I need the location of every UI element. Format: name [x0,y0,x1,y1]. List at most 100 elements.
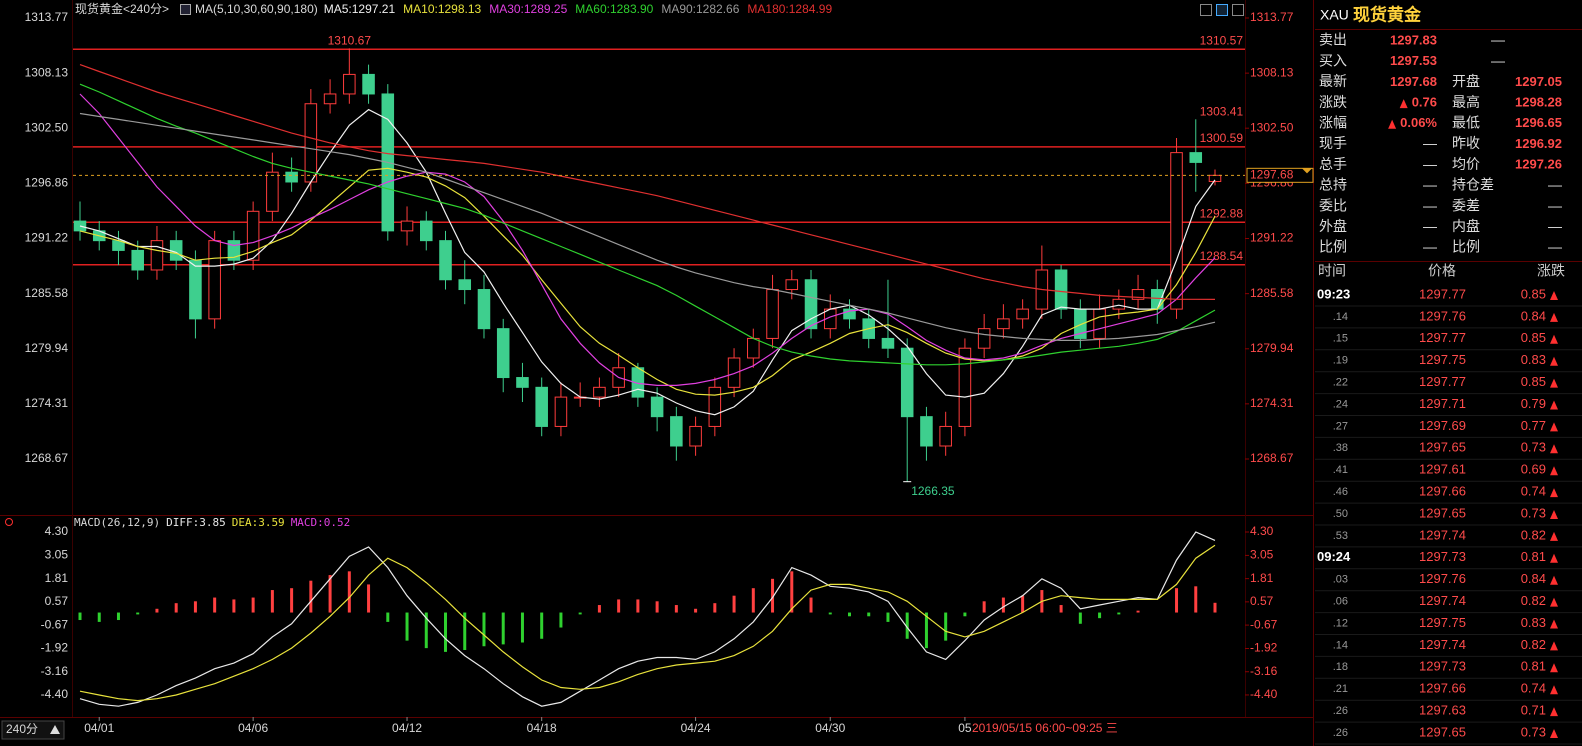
up-arrow [1550,707,1558,717]
trade-change: 0.73 [1521,440,1546,455]
trade-time: .27 [1333,420,1348,432]
trade-price: 1297.76 [1419,308,1466,323]
quote-label: 内盘 [1452,218,1480,234]
trades-header: 涨跌 [1537,263,1565,279]
quote-value: — [1548,177,1562,193]
trade-change: 0.82 [1521,637,1546,652]
ma-line [79,167,1216,396]
candle-body [689,425,702,447]
trade-time: .24 [1333,398,1348,410]
up-arrow [1550,510,1558,519]
trade-time: .22 [1333,377,1348,389]
trade-change: 0.83 [1521,352,1546,367]
trade-price: 1297.74 [1419,593,1466,608]
x-tick-label: 04/12 [392,721,422,735]
x-tick-label: 04/06 [238,721,268,735]
trades-header: 价格 [1428,263,1456,279]
button[interactable] [1232,4,1244,16]
ma-icon[interactable] [180,4,191,15]
x-tick-label: 04/01 [84,721,114,735]
y-tick-label: -3.16 [41,664,69,678]
candle-body [1112,298,1126,310]
quote-label: 现手 [1319,135,1347,151]
quote-value: 1296.65 [1515,115,1562,130]
y-tick-label: 1285.58 [25,286,69,300]
trade-change: 0.73 [1521,724,1546,739]
x-tick-label: 05 [958,721,972,735]
candle-body [73,220,87,232]
current-price-box [1246,167,1314,183]
trade-time: .41 [1333,464,1348,476]
quote-value: — [1548,239,1562,255]
window-buttons[interactable] [1200,4,1244,16]
candle-body [362,73,375,95]
x-tick-label: 04/18 [527,721,557,735]
trade-price: 1297.75 [1419,615,1466,630]
trade-time: .19 [1333,355,1348,367]
x-tick-label: 04/30 [815,721,845,735]
y-tick-label: 1291.22 [1250,231,1294,245]
trade-price: 1297.66 [1419,484,1466,499]
legend-entry: DEA:3.59 [232,516,285,529]
period-button[interactable] [1,720,65,740]
trade-time: .15 [1333,333,1348,345]
up-arrow [1399,99,1408,109]
quote-value: — [1423,239,1437,255]
y-tick-label: 4.30 [1250,524,1274,538]
period-arrow[interactable] [50,725,60,734]
y-tick-label: 1308.13 [25,65,69,79]
trade-time: .14 [1333,639,1348,651]
candle-body [727,357,741,388]
candle-body [266,171,279,212]
up-arrow [1550,641,1558,651]
indicator-icon[interactable] [5,518,13,526]
trades-header: 时间 [1318,263,1346,279]
candle-body [1054,269,1068,310]
ma-line [79,83,1216,366]
candle-body [708,386,722,427]
trade-price: 1297.65 [1419,724,1466,739]
quote-label: 均价 [1452,156,1480,172]
trade-time: .26 [1333,705,1348,717]
up-arrow [1550,334,1558,344]
datetime: 2019/05/15 06:00~09:25 三 [972,721,1118,735]
candle-body [900,347,914,418]
quote-label: 比例 [1319,239,1347,255]
trade-change: 0.74 [1521,484,1546,499]
quote-value: 1297.05 [1515,74,1562,89]
trade-time: .12 [1333,617,1348,629]
y-tick-label: 0.57 [1250,594,1274,608]
high-label: 1310.67 [328,33,372,47]
symbol: 现货黄金<240分> [75,1,169,16]
quote-label: 外盘 [1319,218,1347,234]
y-tick-label: 1313.77 [1250,10,1294,24]
trade-price: 1297.77 [1419,330,1466,345]
quote-label: 委差 [1452,197,1480,213]
trade-price: 1297.73 [1419,659,1466,674]
trade-change: 0.82 [1521,593,1546,608]
trade-change: 0.74 [1521,681,1546,696]
quote-label: 卖出 [1319,32,1347,48]
button[interactable] [1216,4,1228,16]
trade-price: 1297.73 [1419,549,1466,564]
y-tick-label: -3.16 [1250,664,1278,678]
candle-body [939,425,952,447]
quote-label: 最高 [1452,94,1480,110]
quote-value: 1297.53 [1390,53,1437,68]
y-tick-label: -0.67 [1250,617,1278,631]
candle-body [785,279,799,291]
period[interactable]: 240分 [6,722,38,736]
candle-body [977,328,991,349]
candle-body [496,328,510,379]
up-arrow [1550,312,1558,322]
candle-body [458,279,472,291]
candle-body [420,220,433,242]
trade-time: .14 [1333,311,1348,323]
candle-body [843,308,856,320]
quote-label: 最低 [1452,115,1480,131]
candle-body [535,386,548,427]
candle-body [246,210,260,261]
button[interactable] [1200,4,1212,16]
quote-value: — [1548,218,1562,234]
